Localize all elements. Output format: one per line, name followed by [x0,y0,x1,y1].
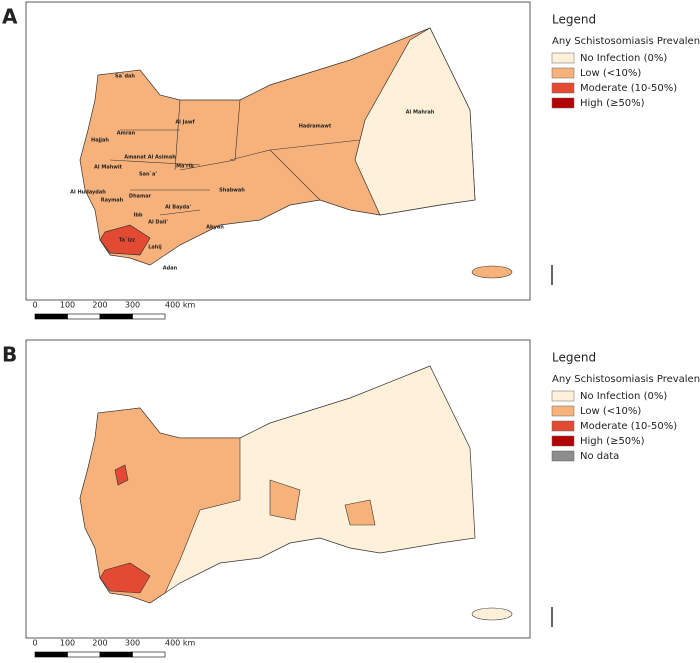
region-label: Ibb [133,213,142,219]
scale-label: 400 km [165,301,195,310]
scale-label: 300 [125,639,140,648]
region-label: Ta`izz [119,238,135,244]
panel-label: A [2,5,18,29]
region-label: Amran [117,131,136,137]
scale-segment [132,313,166,320]
legend-heading: Legend [552,351,596,365]
region-label: Hadramawt [299,124,332,130]
region-label: Lahij [148,245,162,251]
socotra [471,607,513,621]
region-label: Shabwah [219,188,245,194]
region-label: Abyan [206,225,224,231]
region-label: Amanat Al Asimah [124,155,176,161]
scale-segment [132,651,166,658]
legend-swatch [551,435,575,447]
legend-swatch [551,82,575,94]
scale-segment [99,651,133,658]
region-label: Al Jawf [175,120,195,126]
region-label: Al Mahrah [406,110,435,116]
legend-heading: Legend [552,13,596,27]
legend-item: Moderate (10-50%) [580,421,677,432]
scale-segment [34,313,68,320]
legend-swatch [551,420,575,432]
al-mahrah [354,27,476,216]
legend-item: Low (<10%) [580,68,641,79]
region-label: Al Hudaydah [70,190,106,196]
region-label: Al Dali' [148,220,168,226]
scale-segment [34,651,68,658]
region-label: Al Bayda' [165,205,192,211]
legend-item: High (≥50%) [580,436,645,447]
scale-label: 200 [92,301,107,310]
legend-swatch [551,390,575,402]
scale-segment [67,651,101,658]
legend-item: No Infection (0%) [580,391,667,402]
scale-label: 0 [32,301,37,310]
panel-a [25,1,553,301]
scale-segment [67,313,101,320]
region-label: Al Mahwit [94,165,123,171]
panel-b [25,339,553,639]
legend-item: Low (<10%) [580,406,641,417]
legend-swatch [551,405,575,417]
scale-label: 200 [92,639,107,648]
legend-item: Moderate (10-50%) [580,83,677,94]
region-label: Hajjah [91,138,109,144]
region-label: Sa`dah [115,74,135,80]
legend-swatch [551,97,575,109]
legend-swatch [551,450,575,462]
region-label: San`a' [139,172,157,178]
legend-item: No Infection (0%) [580,53,667,64]
legend-item: No data [580,451,619,462]
legend-item: High (≥50%) [580,98,645,109]
scale-label: 0 [32,639,37,648]
legend-title: Any Schistosomiasis Prevalence [552,374,700,385]
scale-label: 300 [125,301,140,310]
moderate-districts [99,464,151,594]
legend-title: Any Schistosomiasis Prevalence [552,36,700,47]
panel-label: B [2,343,17,367]
region-label: Raymah [101,198,124,204]
region-label: Adan [163,266,178,272]
region-label: Dhamar [129,194,152,200]
scale-label: 100 [60,639,75,648]
scale-label: 400 km [165,639,195,648]
west-low [79,407,241,604]
legend-swatch [551,67,575,79]
region-label: Ma'rib [176,164,194,170]
scale-segment [99,313,133,320]
taizz [99,224,151,256]
scale-label: 100 [60,301,75,310]
socotra [471,265,513,279]
east-low [269,479,376,526]
borders [109,99,361,216]
legend-swatch [551,52,575,64]
